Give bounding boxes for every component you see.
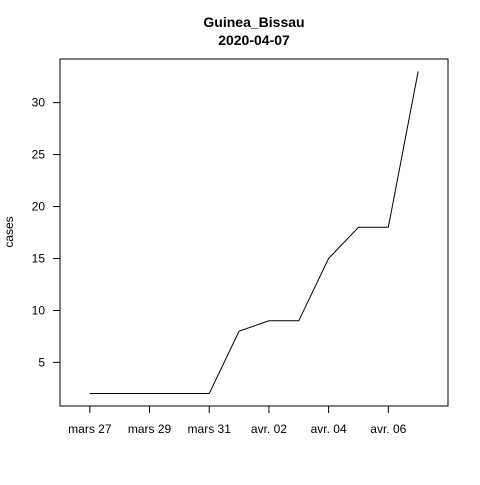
y-tick-label: 25: [32, 148, 46, 162]
chart-title: Guinea_Bissau: [203, 14, 304, 30]
y-axis-label: cases: [2, 216, 16, 247]
y-axis: 5 10 15 20 25 30: [32, 96, 61, 369]
x-tick-label: avr. 04: [311, 422, 347, 436]
x-tick-label: mars 29: [128, 422, 172, 436]
x-tick-label: avr. 02: [251, 422, 287, 436]
x-tick-label: avr. 06: [370, 422, 406, 436]
x-tick-label: mars 31: [188, 422, 232, 436]
series-layer: [89, 71, 419, 395]
y-tick-label: 20: [32, 200, 46, 214]
chart-subtitle: 2020-04-07: [218, 32, 290, 48]
y-tick-label: 10: [32, 303, 46, 317]
x-tick-label: mars 27: [68, 422, 112, 436]
x-axis: mars 27 mars 29 mars 31 avr. 02 avr. 04 avr. …: [68, 405, 407, 436]
y-tick-label: 15: [32, 251, 46, 265]
y-tick-label: 30: [32, 96, 46, 110]
series-line: [89, 71, 419, 395]
y-tick-label: 5: [38, 355, 45, 369]
